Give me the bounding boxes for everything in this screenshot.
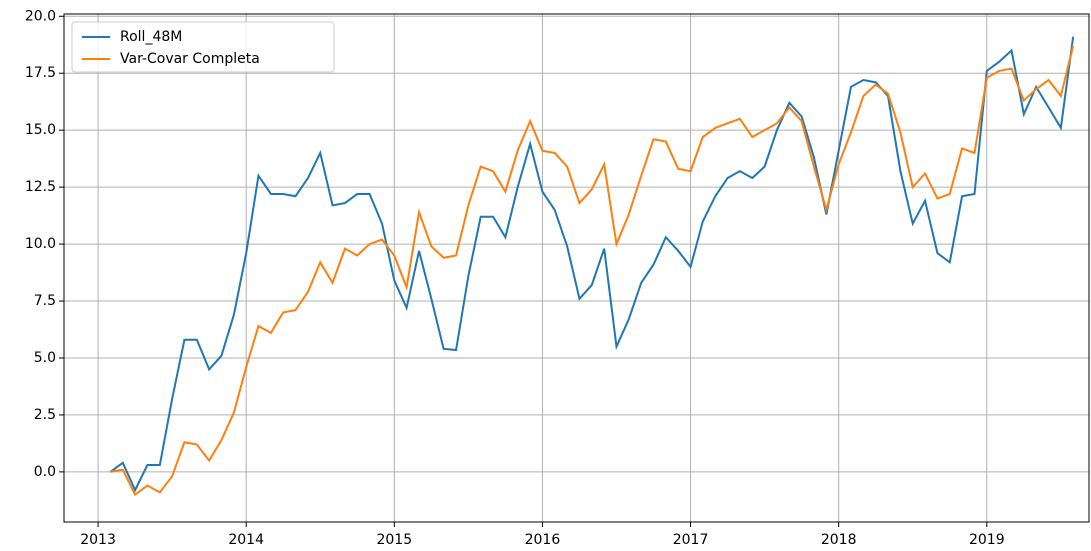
plot-frame	[63, 13, 1090, 523]
x-tick-label: 2019	[969, 532, 1005, 548]
y-tick-label: 15.0	[25, 122, 56, 138]
y-tick-label: 17.5	[25, 65, 56, 81]
y-tick-label: 20.0	[25, 8, 56, 24]
x-tick-label: 2015	[376, 532, 412, 548]
legend-box	[71, 21, 335, 73]
y-tick-label: 2.5	[34, 407, 56, 423]
series-line	[110, 45, 1075, 497]
y-tick-label: 10.0	[25, 236, 56, 252]
y-tick-label: 12.5	[25, 179, 56, 195]
x-tick-label: 2018	[821, 532, 857, 548]
y-tick-label: 5.0	[34, 350, 56, 366]
y-tick-label: 7.5	[34, 293, 56, 309]
series-line	[109, 36, 1075, 493]
legend-label: Var-Covar Completa	[120, 51, 260, 67]
x-tick-label: 2017	[673, 532, 709, 548]
x-tick-label: 2014	[228, 532, 264, 548]
legend-label: Roll_48M	[120, 29, 182, 45]
y-tick-label: 0.0	[34, 464, 56, 480]
x-tick-label: 2013	[80, 532, 116, 548]
x-tick-label: 2016	[525, 532, 561, 548]
